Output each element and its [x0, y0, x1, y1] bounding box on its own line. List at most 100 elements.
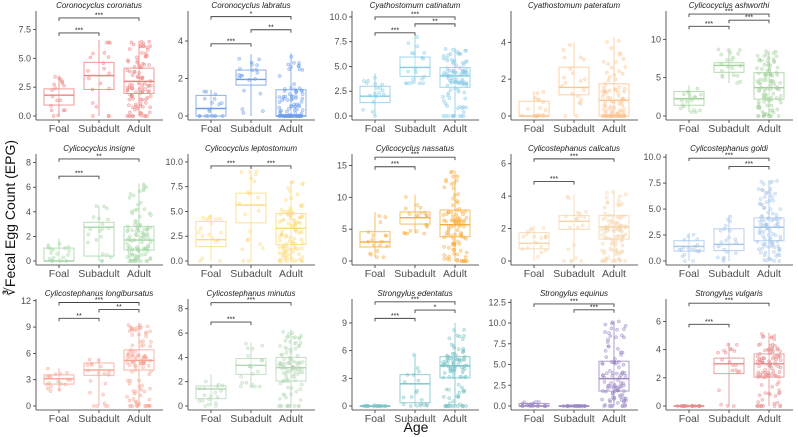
y-tick-label: 4 — [501, 191, 506, 201]
data-point — [139, 65, 144, 70]
data-point — [601, 59, 606, 64]
data-point — [719, 62, 724, 66]
data-point — [58, 259, 63, 263]
data-point — [773, 191, 778, 196]
panel: Strongylus edentatus 0 3 6 9 Foal Subadult Adul… — [342, 289, 479, 425]
data-point — [292, 82, 296, 86]
y-tick-label: 0 — [501, 111, 506, 121]
data-point — [454, 212, 458, 217]
data-point — [620, 238, 625, 242]
data-point — [604, 355, 609, 359]
data-point — [756, 247, 761, 252]
data-point — [766, 233, 771, 237]
significance-bracket — [58, 175, 100, 180]
significance-label: *** — [95, 297, 103, 304]
data-point — [778, 349, 782, 354]
data-point — [148, 225, 152, 230]
data-point — [415, 44, 420, 49]
x-tick-label: Foal — [679, 123, 699, 135]
data-point — [771, 232, 775, 236]
significance-label: *** — [391, 313, 399, 320]
data-point — [773, 223, 778, 228]
data-point — [292, 371, 297, 376]
panel: Cylicostephanus calicatus 0 2 4 6 Foal Subadul… — [501, 144, 638, 280]
data-point — [411, 77, 415, 81]
data-point — [406, 69, 410, 74]
data-point — [445, 104, 449, 108]
data-point — [257, 384, 262, 389]
data-point — [685, 404, 690, 408]
data-point — [622, 86, 627, 91]
data-point — [756, 114, 760, 118]
data-point — [145, 259, 150, 263]
data-point — [615, 327, 619, 332]
data-point — [139, 235, 143, 240]
data-point — [200, 256, 205, 261]
data-point — [288, 189, 292, 193]
data-point — [735, 342, 739, 347]
x-tick-label: Adult — [279, 268, 303, 280]
data-point — [94, 104, 99, 109]
data-point — [603, 259, 607, 263]
data-point — [536, 254, 540, 259]
data-point — [608, 334, 613, 338]
data-point — [281, 245, 285, 249]
data-point — [614, 371, 619, 376]
data-point — [451, 399, 456, 404]
data-point — [126, 247, 131, 252]
data-point — [131, 114, 136, 118]
data-point — [464, 250, 469, 255]
data-point — [777, 253, 782, 258]
significance-bracket — [533, 181, 575, 185]
data-point — [47, 374, 52, 379]
data-point — [622, 371, 627, 375]
data-point — [254, 172, 258, 177]
data-point — [603, 100, 607, 105]
data-point — [582, 57, 586, 62]
data-point — [778, 94, 783, 98]
data-point — [777, 375, 781, 379]
data-point — [755, 53, 760, 58]
data-point — [247, 78, 251, 82]
data-point — [145, 232, 150, 236]
panel-title: Coronocyclus coronatus — [56, 1, 142, 10]
panel: Cyathostomum catinatum 0.0 2.5 5.0 7.5 10.0 Fo… — [329, 1, 479, 135]
data-point — [453, 364, 457, 369]
data-point — [88, 227, 93, 232]
data-point — [452, 351, 457, 356]
data-point — [297, 366, 302, 370]
data-point — [378, 404, 383, 408]
data-point — [446, 364, 451, 369]
x-tick-label: Adult — [602, 123, 626, 135]
data-point — [767, 359, 771, 364]
data-point — [140, 85, 144, 90]
data-point — [129, 93, 134, 98]
data-point — [458, 52, 463, 56]
data-point — [210, 236, 215, 241]
data-point — [778, 404, 783, 408]
y-tick-label: 10 — [337, 192, 347, 202]
data-point — [100, 259, 104, 263]
data-point — [278, 109, 283, 114]
significance-label: *** — [391, 27, 399, 34]
data-point — [456, 382, 461, 387]
data-point — [603, 104, 608, 108]
significance-bracket — [374, 156, 456, 161]
significance-bracket — [98, 309, 140, 313]
data-point — [383, 404, 388, 408]
data-point — [367, 93, 372, 98]
data-point — [294, 389, 299, 394]
x-tick-label: Adult — [443, 413, 467, 425]
panel: Cyathostomum pateratum 0 2 4 Foal Subadult Adu… — [501, 1, 638, 135]
data-point — [202, 96, 207, 101]
y-tick-label: 6 — [501, 159, 506, 169]
data-point — [200, 398, 205, 403]
significance-label: *** — [227, 317, 235, 324]
data-point — [130, 404, 135, 408]
data-point — [759, 85, 764, 90]
data-point — [452, 247, 457, 252]
y-tick-label: 6 — [26, 348, 31, 358]
x-tick-label: Subadult — [553, 413, 595, 425]
box — [235, 192, 267, 224]
data-point — [277, 362, 281, 367]
